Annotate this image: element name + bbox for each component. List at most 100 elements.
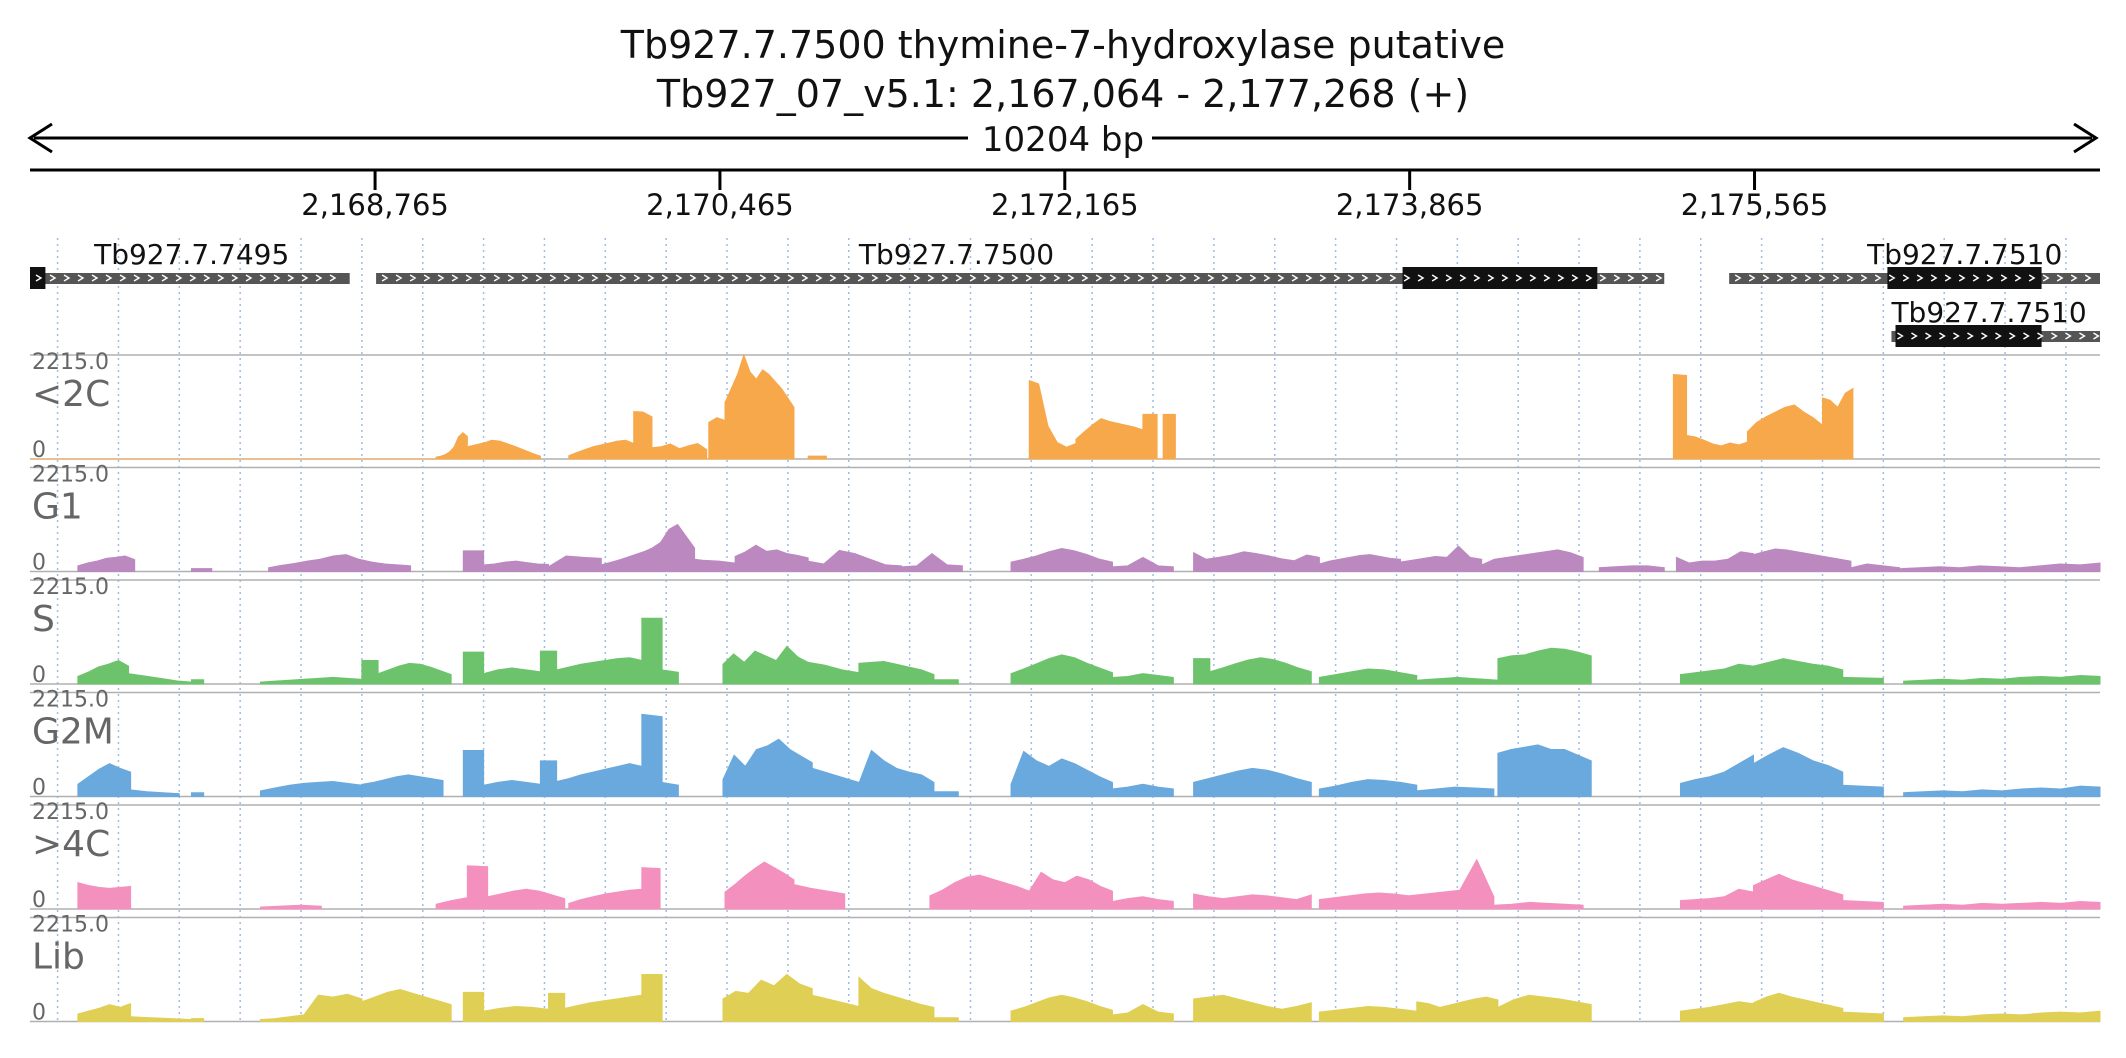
coverage-area [361,774,444,797]
coverage-area [77,763,132,797]
strand-arrows-icon [1897,332,2100,340]
coverage-area [1416,676,1499,685]
track-name-label: S [32,599,55,640]
coverage-area [1162,413,1176,460]
track-2c: 2215.0<2C 0 [30,350,2100,463]
coverage-area [1598,565,1665,572]
coverage-area [1193,994,1312,1022]
coverage-area [190,568,213,572]
coverage-area [483,1005,550,1022]
gene-cds [1895,325,2042,347]
coverage-area [1842,676,1884,685]
coverage-area [1903,785,2101,797]
coverage-area [1746,404,1823,460]
gene-label: Tb927.7.7495 [93,238,289,271]
coverage-area [641,617,663,685]
coverage-area [1821,387,1854,460]
coverage-area [1753,992,1844,1022]
coverage-area [1142,413,1158,460]
coverage-area [722,645,809,685]
coverage-area [1903,900,2101,910]
track-ymin-label: 0 [32,776,46,801]
coverage-area [807,661,860,685]
coverage-area [435,897,468,910]
track-ymax-label: 2215.0 [32,913,109,938]
coverage-area [633,411,653,460]
chart-title-line1: Tb927.7.7500 thymine-7-hydroxylase putat… [620,23,1505,67]
coverage-area [858,660,935,685]
coverage-area [1675,551,1755,572]
axis-tick-label: 2,168,765 [301,188,449,222]
coverage-area [564,994,643,1022]
coverage-area [548,992,566,1022]
axis-tick-label: 2,173,865 [1336,188,1484,222]
coverage-area [1010,994,1113,1022]
coverage-area [933,791,959,797]
track-name-label: Lib [32,937,85,978]
track-ymin-label: 0 [32,663,46,688]
coverage-area [1481,549,1584,572]
coverage-area [661,669,679,685]
coverage-area [487,888,566,910]
coverage-area [734,544,809,572]
coverage-area [1679,1001,1755,1022]
coverage-area [1075,418,1144,460]
gene-label: Tb927.7.7510 [1890,296,2086,329]
coverage-area [1497,994,1592,1022]
coverage-area [259,904,322,910]
coverage-area [1842,784,1884,797]
gene-label: Tb927.7.7510 [1866,238,2062,271]
track-ymin-label: 0 [32,1001,46,1026]
track-4c: 2215.0>4C 0 [30,800,2101,913]
coverage-area [483,560,550,572]
coverage-area [1111,673,1174,685]
gene-body [376,273,1665,284]
coverage-area [130,1016,192,1022]
coverage-area [1753,873,1844,910]
coverage-area [259,676,363,685]
coverage-area [77,882,132,910]
track-ymin-label: 0 [32,888,46,913]
span-ruler: 10204 bp [27,120,2099,160]
coverage-area [900,553,963,572]
coverage-area [1111,783,1174,797]
coverage-area [130,789,180,797]
coverage-area [1318,892,1410,910]
vertical-gridlines [56,238,2067,1020]
coverage-area [268,554,412,572]
coverage-area [556,657,643,685]
coverage-area [929,874,1030,910]
track-ymin-label: 0 [32,551,46,576]
coverage-area [1318,668,1418,685]
track-ymax-label: 2215.0 [32,800,109,825]
coverage-area [683,454,698,460]
coverage-area [435,432,468,460]
coverage-area [539,650,558,685]
coverage-area [1672,373,1688,460]
coverage-area [77,1002,132,1022]
axis-tick-label: 2,170,465 [646,188,794,222]
coverage-area [1497,647,1592,685]
coverage-area [568,439,635,460]
coverage-area [556,763,643,797]
coverage-area [1193,658,1211,685]
axis-tick-label: 2,172,165 [991,188,1139,222]
coverage-area [77,659,130,685]
coverage-area [811,994,860,1022]
track-ymin-label: 0 [32,438,46,463]
coverage-area [600,523,696,572]
coverage-area [462,991,485,1022]
coverage-area [462,749,485,797]
coverage-area [462,550,485,572]
coverage-area [722,738,813,797]
strand-arrows-icon [1734,274,2092,282]
coverage-area [724,861,795,910]
track-ymax-label: 2215.0 [32,688,109,713]
coverage-area [793,883,846,910]
gene-label: Tb927.7.7500 [858,238,1054,271]
coverage-area [259,993,363,1022]
coverage-area [1193,767,1312,797]
coverage-area [1842,900,1884,910]
coverage-area [807,455,827,460]
